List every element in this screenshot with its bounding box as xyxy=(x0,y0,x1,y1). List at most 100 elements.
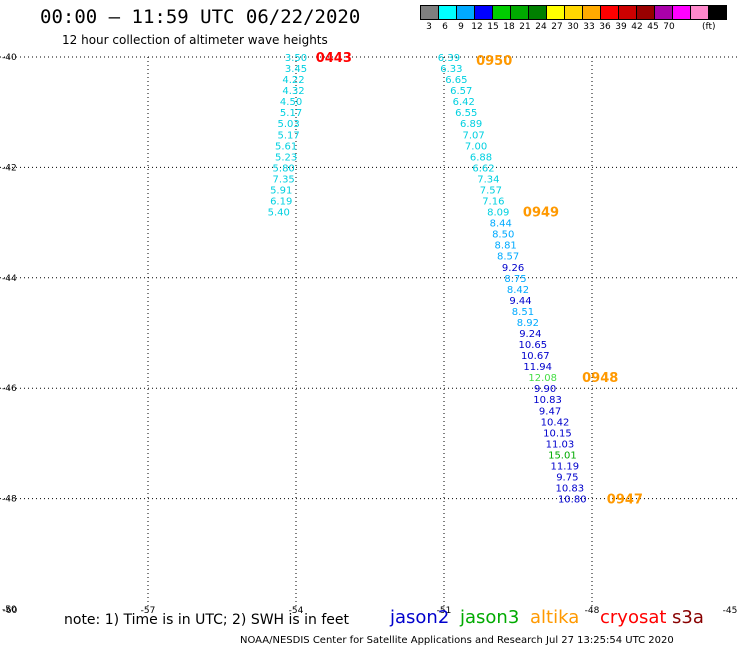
time-marker: 0443 xyxy=(316,51,352,66)
color-scale-label: 3 xyxy=(426,22,432,32)
time-marker: 0950 xyxy=(476,54,512,69)
lat-tick-label: -44 xyxy=(2,274,17,284)
swh-value: 10.15 xyxy=(543,428,572,439)
lon-tick-label: -60 xyxy=(3,606,18,616)
lat-tick-label: -48 xyxy=(2,495,17,505)
swh-value: 9.26 xyxy=(502,263,524,274)
swh-value: 5.17 xyxy=(277,130,299,141)
swh-value: 8.44 xyxy=(490,219,512,230)
swh-value: 10.80 xyxy=(558,495,587,506)
swh-value: 7.34 xyxy=(477,174,499,185)
legend-note: note: 1) Time is in UTC; 2) SWH is in fe… xyxy=(64,612,350,628)
color-scale-label: 12 xyxy=(471,22,483,32)
color-scale-unit: (ft) xyxy=(702,22,716,32)
legend-s3a: s3a xyxy=(672,607,704,628)
footer-credit: NOAA/NESDIS Center for Satellite Applica… xyxy=(240,635,674,646)
color-scale-label: 70 xyxy=(663,22,675,32)
swh-value: 7.57 xyxy=(480,185,502,196)
page-subtitle: 12 hour collection of altimeter wave hei… xyxy=(62,33,328,47)
swh-value: 3.45 xyxy=(285,64,307,75)
swh-value: 5.17 xyxy=(280,108,302,119)
lon-tick-label: -57 xyxy=(141,606,156,616)
time-marker: 0948 xyxy=(582,371,618,386)
lat-tick-label: -42 xyxy=(2,163,17,173)
swh-value: 6.42 xyxy=(453,97,475,108)
swh-value: 10.83 xyxy=(533,395,562,406)
swh-value: 6.39 xyxy=(438,53,460,64)
lon-tick-label: -45 xyxy=(723,606,738,616)
swh-value: 5.23 xyxy=(275,152,297,163)
color-swatch xyxy=(708,5,727,20)
swh-value: 5.61 xyxy=(275,141,297,152)
swh-value: 11.19 xyxy=(551,461,580,472)
swh-value: 8.51 xyxy=(512,307,534,318)
swh-value: 6.89 xyxy=(460,119,482,130)
legend-altika: altika xyxy=(530,607,580,628)
swh-value: 9.90 xyxy=(534,384,556,395)
swh-value: 4.50 xyxy=(280,97,302,108)
swh-value: 6.19 xyxy=(270,197,292,208)
swh-value: 6.65 xyxy=(445,75,467,86)
time-marker: 0949 xyxy=(523,206,559,221)
swh-value: 5.80 xyxy=(273,163,295,174)
color-scale-label: 39 xyxy=(615,22,627,32)
swh-value: 9.44 xyxy=(509,296,531,307)
lon-tick-label: -54 xyxy=(289,606,304,616)
swh-value: 8.50 xyxy=(492,230,514,241)
lat-tick-label: -40 xyxy=(2,53,17,63)
swh-value: 4.32 xyxy=(282,86,304,97)
swh-value: 10.42 xyxy=(541,417,570,428)
color-scale-label: 45 xyxy=(647,22,659,32)
color-scale-labels: 3 6 9 12 15 18 21 24 27 30 33 36 39 42 45 70 xyxy=(421,22,693,32)
swh-value: 9.47 xyxy=(539,406,561,417)
color-scale-label: 36 xyxy=(599,22,611,32)
swh-value: 6.55 xyxy=(455,108,477,119)
color-scale-label: 18 xyxy=(503,22,515,32)
color-scale-label: 33 xyxy=(583,22,595,32)
swh-value: 7.00 xyxy=(465,141,487,152)
swh-value: 11.94 xyxy=(523,362,552,373)
swh-value: 6.57 xyxy=(450,86,472,97)
legend-jason2: jason2 xyxy=(390,607,450,628)
legend-jason3: jason3 xyxy=(460,607,520,628)
swh-value: 7.07 xyxy=(462,130,484,141)
swh-value: 11.03 xyxy=(546,439,575,450)
lat-tick-label: -46 xyxy=(2,384,17,394)
swh-value: 12.08 xyxy=(528,373,557,384)
lat-tick-label: -50 xyxy=(2,605,17,615)
swh-value: 10.83 xyxy=(555,484,584,495)
swh-value: 7.16 xyxy=(482,197,504,208)
color-scale-label: 30 xyxy=(567,22,579,32)
color-scale-label: 9 xyxy=(458,22,464,32)
swh-value: 8.92 xyxy=(517,318,539,329)
swh-value: 5.40 xyxy=(268,208,290,219)
lon-tick-label: -48 xyxy=(585,606,600,616)
swh-value: 4.22 xyxy=(282,75,304,86)
swh-value: 10.65 xyxy=(518,340,547,351)
swh-value: 6.88 xyxy=(470,152,492,163)
swh-value: 8.75 xyxy=(504,274,526,285)
time-marker: 0947 xyxy=(607,493,643,508)
swh-value: 9.75 xyxy=(556,473,578,484)
swh-value: 8.81 xyxy=(495,241,517,252)
swh-value: 8.42 xyxy=(507,285,529,296)
swh-value: 5.91 xyxy=(270,185,292,196)
color-scale-label: 27 xyxy=(551,22,563,32)
swh-value: 6.33 xyxy=(440,64,462,75)
color-scale-label: 42 xyxy=(631,22,643,32)
swh-value: 5.03 xyxy=(277,119,299,130)
lon-tick-label: -51 xyxy=(437,606,452,616)
swh-value: 10.67 xyxy=(521,351,550,362)
swh-value: 9.24 xyxy=(519,329,541,340)
page-title: 00:00 – 11:59 UTC 06/22/2020 xyxy=(40,6,361,28)
swh-value: 3.50 xyxy=(285,53,307,64)
color-scale xyxy=(420,5,727,20)
color-scale-label: 21 xyxy=(519,22,531,32)
color-scale-label: 24 xyxy=(535,22,547,32)
color-scale-label: 15 xyxy=(487,22,499,32)
swh-value: 7.35 xyxy=(273,174,295,185)
legend-cryosat: cryosat xyxy=(600,607,667,628)
swh-value: 6.62 xyxy=(472,163,494,174)
color-scale-label: 6 xyxy=(442,22,448,32)
